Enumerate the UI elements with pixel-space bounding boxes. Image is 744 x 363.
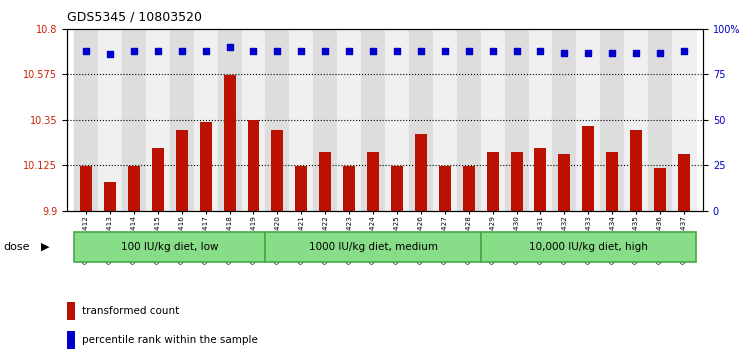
Point [463, 48, 475, 54]
Bar [583, 126, 594, 211]
Bar [217, 29, 242, 211]
Text: GDS5345 / 10803520: GDS5345 / 10803520 [67, 11, 202, 24]
Text: transformed count: transformed count [82, 306, 179, 316]
Bar [295, 166, 307, 211]
Bar [624, 29, 648, 211]
Bar [648, 29, 672, 211]
Bar [439, 166, 451, 211]
Bar [74, 232, 266, 261]
Bar [654, 168, 666, 211]
Point [654, 50, 666, 56]
Bar [409, 29, 433, 211]
Bar [672, 29, 696, 211]
Point [367, 48, 379, 54]
Point [534, 48, 546, 54]
Bar [481, 29, 504, 211]
Bar [385, 29, 409, 211]
Point [295, 48, 307, 54]
Bar [67, 302, 75, 320]
Bar [74, 29, 98, 211]
Bar [272, 130, 283, 211]
Point [104, 52, 116, 57]
Bar [146, 29, 170, 211]
Bar [606, 152, 618, 211]
Text: percentile rank within the sample: percentile rank within the sample [82, 335, 257, 345]
Bar [415, 134, 427, 211]
Bar [266, 232, 481, 261]
Bar [559, 154, 571, 211]
Bar [152, 148, 164, 211]
Text: dose: dose [4, 242, 31, 252]
Bar [552, 29, 577, 211]
Bar [319, 152, 331, 211]
Bar [128, 166, 140, 211]
Point [176, 48, 187, 54]
Bar [481, 232, 696, 261]
Bar [122, 29, 146, 211]
Bar [242, 29, 266, 211]
Bar [313, 29, 337, 211]
Bar [343, 166, 355, 211]
Point [80, 48, 92, 54]
Bar [528, 29, 552, 211]
Point [199, 48, 211, 54]
Text: ▶: ▶ [41, 242, 49, 252]
Bar [457, 29, 481, 211]
Point [415, 48, 427, 54]
Bar [67, 331, 75, 349]
Bar [193, 29, 217, 211]
Bar [577, 29, 600, 211]
Bar [104, 182, 116, 211]
Bar [80, 166, 92, 211]
Point [510, 48, 522, 54]
Bar [534, 148, 546, 211]
Bar [337, 29, 361, 211]
Bar [367, 152, 379, 211]
Bar [248, 120, 260, 211]
Text: 1000 IU/kg diet, medium: 1000 IU/kg diet, medium [309, 242, 437, 252]
Bar [289, 29, 313, 211]
Bar [463, 166, 475, 211]
Bar [176, 130, 187, 211]
Bar [98, 29, 122, 211]
Point [319, 48, 331, 54]
Text: 10,000 IU/kg diet, high: 10,000 IU/kg diet, high [529, 242, 648, 252]
Point [128, 48, 140, 54]
Point [583, 50, 594, 56]
Point [630, 50, 642, 56]
Text: 100 IU/kg diet, low: 100 IU/kg diet, low [121, 242, 219, 252]
Bar [504, 29, 528, 211]
Point [606, 50, 618, 56]
Bar [630, 130, 642, 211]
Bar [361, 29, 385, 211]
Point [678, 48, 690, 54]
Bar [510, 152, 522, 211]
Bar [391, 166, 403, 211]
Bar [487, 152, 498, 211]
Point [272, 48, 283, 54]
Point [343, 48, 355, 54]
Point [248, 48, 260, 54]
Point [152, 48, 164, 54]
Point [559, 50, 571, 56]
Bar [678, 154, 690, 211]
Bar [170, 29, 193, 211]
Point [439, 48, 451, 54]
Point [391, 48, 403, 54]
Point [487, 48, 498, 54]
Bar [199, 122, 211, 211]
Bar [224, 76, 236, 211]
Bar [600, 29, 624, 211]
Bar [433, 29, 457, 211]
Bar [266, 29, 289, 211]
Point [224, 44, 236, 50]
